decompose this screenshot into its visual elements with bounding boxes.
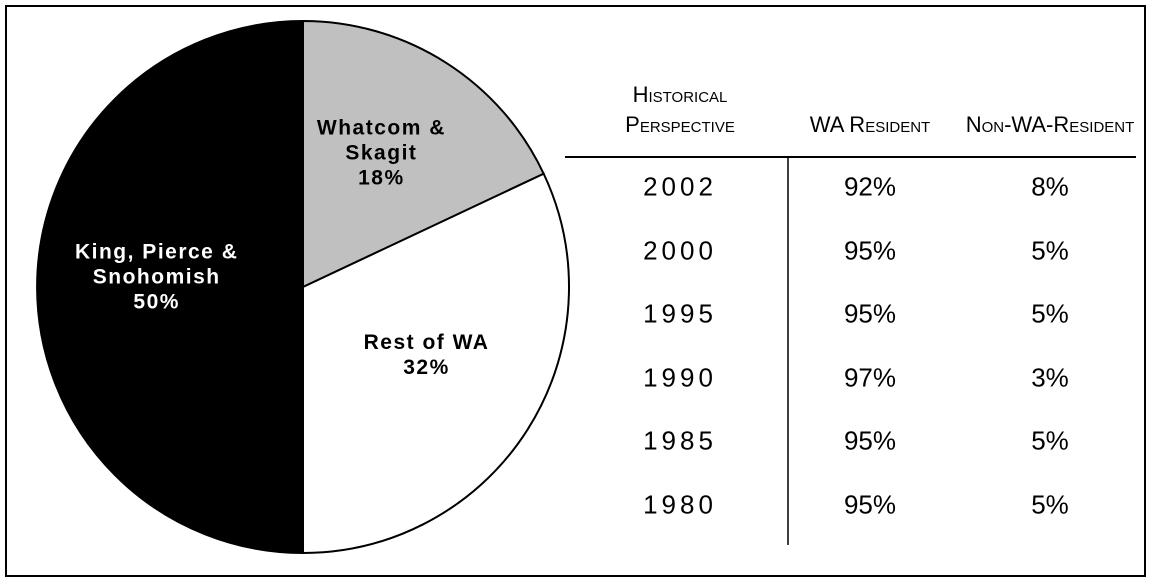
table-cell: 5%	[1031, 425, 1069, 456]
table-cell: 95%	[843, 489, 897, 520]
table-cell: 2000	[643, 235, 717, 266]
table-header: WA Resident	[809, 112, 931, 137]
slice-value: 50%	[133, 290, 180, 314]
table-header: Non-WA-Resident	[965, 112, 1135, 137]
pie-slice	[302, 19, 546, 289]
slice-name: Rest of WA	[363, 331, 490, 355]
slice-value: 32%	[403, 356, 450, 380]
table-cell: 3%	[1031, 362, 1069, 393]
table-cell: 1995	[643, 298, 717, 329]
table-cell: 2002	[643, 171, 717, 202]
table-cell: 8%	[1031, 171, 1069, 202]
slice-name: King, Pierce & Snohomish	[74, 240, 239, 289]
table-cell: 92%	[843, 171, 897, 202]
table-cell: 1980	[643, 489, 717, 520]
table-cell: 1990	[643, 362, 717, 393]
slice-label: Rest of WA 32%	[342, 330, 512, 380]
table-cell: 5%	[1031, 298, 1069, 329]
table-cell: 95%	[843, 298, 897, 329]
slice-label: King, Pierce & Snohomish 50%	[72, 240, 242, 315]
table-header: Historical Perspective	[625, 82, 735, 137]
frame	[5, 5, 1146, 577]
slice-value: 18%	[358, 166, 405, 190]
table-cell: 5%	[1031, 489, 1069, 520]
table-cell: 95%	[843, 235, 897, 266]
table-cell: 1985	[643, 425, 717, 456]
table-cell: 97%	[843, 362, 897, 393]
slice-name: Whatcom & Skagit	[316, 116, 446, 165]
table-cell: 95%	[843, 425, 897, 456]
pie-slice	[36, 19, 304, 555]
pie-slice	[302, 172, 570, 555]
slice-label: Whatcom & Skagit 18%	[296, 116, 466, 191]
table-cell: 5%	[1031, 235, 1069, 266]
